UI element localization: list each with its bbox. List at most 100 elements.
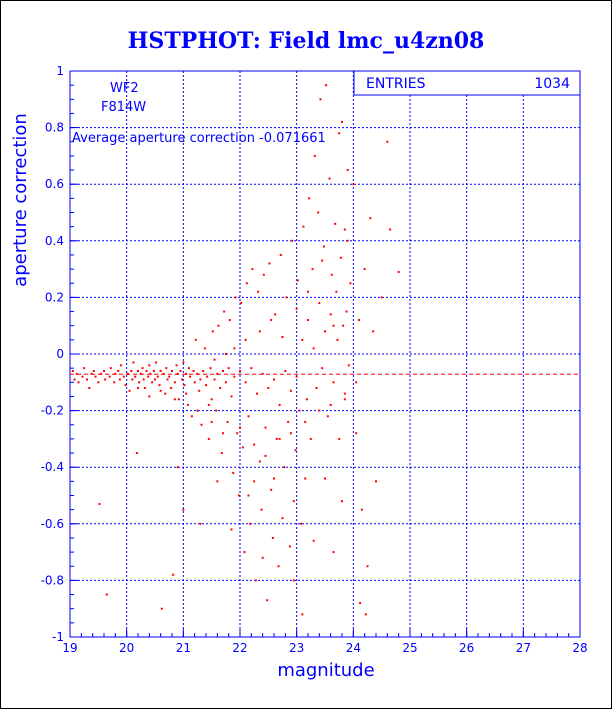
data-point — [363, 268, 366, 271]
data-point — [159, 369, 162, 372]
data-point — [75, 372, 78, 375]
data-point — [335, 290, 338, 293]
data-point — [193, 381, 196, 384]
data-point — [346, 169, 349, 172]
x-tick-label: 22 — [232, 641, 247, 655]
data-point — [156, 375, 159, 378]
data-point — [117, 369, 120, 372]
data-point — [219, 386, 222, 389]
data-point — [176, 372, 179, 375]
data-point — [291, 239, 294, 242]
y-tick-label: -1 — [52, 630, 64, 644]
data-point — [103, 369, 105, 372]
data-point — [339, 256, 342, 259]
data-point — [324, 477, 326, 480]
data-point — [332, 381, 335, 384]
data-point — [256, 392, 258, 395]
data-point — [343, 228, 346, 231]
data-point — [154, 378, 156, 381]
x-tick-label: 27 — [516, 641, 531, 655]
y-tick-label: -0.8 — [41, 573, 64, 587]
data-point — [369, 217, 372, 220]
data-point — [200, 423, 203, 426]
data-point — [264, 426, 267, 429]
grid — [70, 71, 580, 637]
data-point — [192, 369, 195, 372]
data-point — [134, 375, 137, 378]
stats-entries-label: ENTRIES — [366, 76, 426, 92]
data-point — [209, 367, 212, 370]
data-points — [71, 84, 400, 616]
x-tick-label: 24 — [346, 641, 361, 655]
data-point — [113, 381, 116, 384]
data-point — [222, 432, 224, 435]
data-point — [355, 432, 358, 435]
data-point — [169, 386, 172, 389]
data-point — [239, 369, 241, 372]
y-tick-label: -0.4 — [41, 460, 64, 474]
data-point — [97, 381, 100, 384]
data-point — [230, 528, 233, 531]
data-point — [253, 480, 256, 483]
data-point — [349, 282, 352, 285]
data-point — [318, 302, 321, 305]
data-point — [199, 378, 202, 381]
y-tick-label: 0.2 — [45, 290, 64, 304]
data-point — [227, 367, 230, 370]
data-point — [190, 415, 193, 418]
data-point — [332, 551, 335, 554]
data-point — [132, 361, 135, 364]
data-point — [205, 384, 207, 387]
data-point — [254, 579, 257, 582]
data-point — [278, 403, 281, 406]
data-point — [315, 386, 318, 389]
stats-entries-value: 1034 — [534, 76, 570, 92]
data-point — [360, 508, 363, 511]
data-point — [312, 539, 315, 542]
data-point — [346, 239, 349, 242]
data-point — [275, 437, 278, 440]
data-point — [155, 361, 158, 364]
data-point — [386, 140, 389, 143]
data-point — [217, 324, 220, 327]
data-point — [296, 279, 299, 282]
y-tick-label: 0.8 — [45, 121, 64, 135]
data-point — [268, 262, 271, 265]
data-point — [245, 282, 248, 285]
data-point — [312, 347, 315, 350]
data-point — [343, 392, 346, 395]
data-point — [147, 375, 150, 378]
data-point — [139, 372, 142, 375]
data-point — [179, 369, 182, 372]
data-point — [375, 480, 377, 483]
data-point — [277, 565, 280, 568]
data-point — [253, 443, 256, 446]
data-point — [281, 517, 284, 520]
data-point — [98, 502, 101, 505]
data-point — [182, 361, 185, 364]
data-point — [287, 420, 290, 423]
data-point — [94, 375, 97, 378]
data-point — [90, 372, 93, 375]
data-point — [71, 369, 74, 372]
data-point — [285, 296, 288, 299]
data-point — [261, 372, 264, 375]
data-point — [166, 378, 169, 381]
data-point — [380, 296, 383, 299]
data-point — [215, 409, 218, 412]
data-point — [249, 522, 252, 525]
data-point — [224, 353, 227, 355]
data-point — [171, 369, 173, 372]
data-point — [295, 375, 298, 378]
data-point — [301, 338, 304, 341]
data-point — [324, 330, 326, 333]
average-annotation: Average aperture correction -0.071661 — [72, 131, 326, 146]
data-point — [281, 336, 284, 339]
data-point — [164, 392, 167, 395]
data-point — [122, 375, 125, 378]
data-point — [329, 403, 332, 406]
data-point — [177, 398, 180, 401]
data-point — [194, 338, 197, 341]
data-point — [332, 324, 335, 327]
x-axis-title: magnitude — [277, 660, 374, 681]
